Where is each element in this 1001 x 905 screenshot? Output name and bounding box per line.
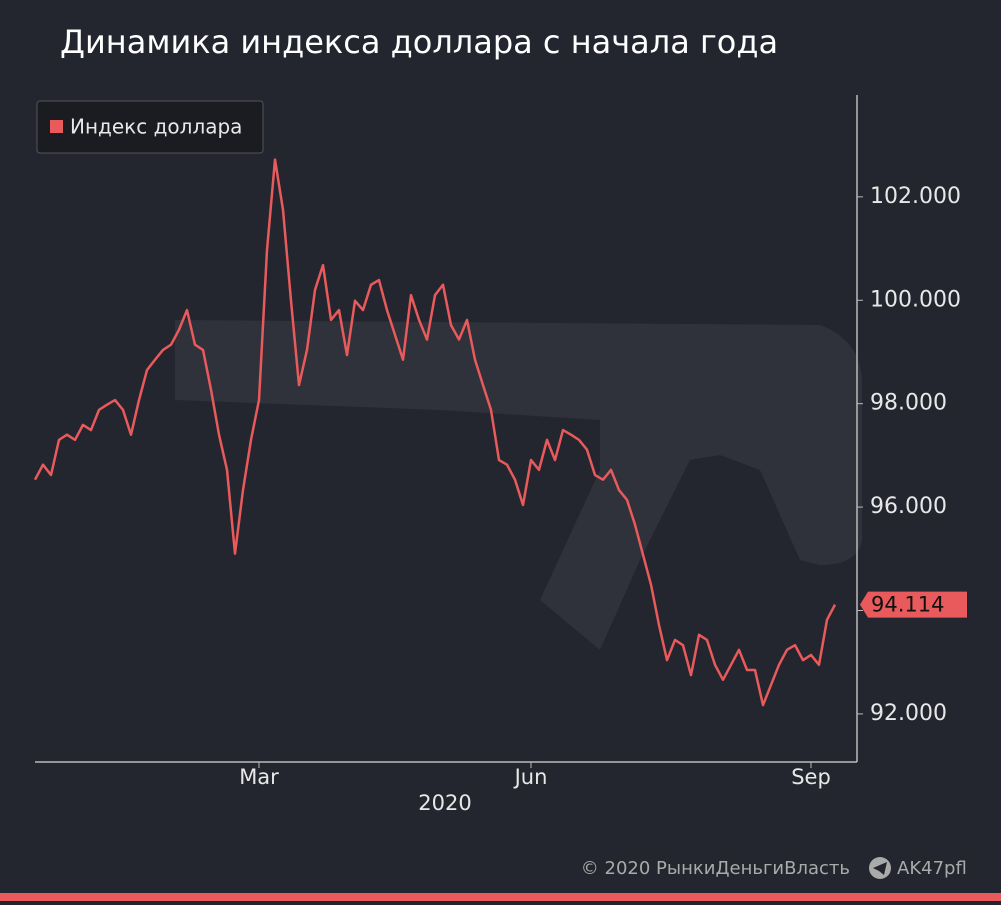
y-tick-label: 98.000 [870, 391, 947, 416]
legend: Индекс доллара [36, 100, 264, 154]
x-axis-label: 2020 [418, 791, 471, 815]
chart-title: Динамика индекса доллара с начала года [60, 23, 778, 61]
x-tick-label: Sep [791, 765, 831, 789]
y-tick-label: 100.000 [870, 287, 961, 312]
channel: AK47pfl [897, 858, 967, 879]
watermark [175, 320, 862, 650]
line [33, 158, 837, 707]
legend-label: Индекс доллара [70, 115, 242, 139]
telegram-plane [873, 862, 887, 875]
copyright: © 2020 РынкиДеньгиВласть [581, 858, 850, 879]
x-tick-label: Jun [513, 765, 548, 789]
y-tick-label: 92.000 [870, 701, 947, 726]
last-value-tag [860, 591, 967, 618]
legend-box [36, 100, 264, 154]
legend-swatch [50, 120, 63, 133]
bottom-bar [0, 893, 1001, 901]
y-tick-label: 96.000 [870, 494, 947, 519]
last-value-label: 94.114 [871, 593, 944, 617]
x-tick-label: Mar [239, 765, 279, 789]
y-tick-label: 102.000 [870, 184, 961, 209]
